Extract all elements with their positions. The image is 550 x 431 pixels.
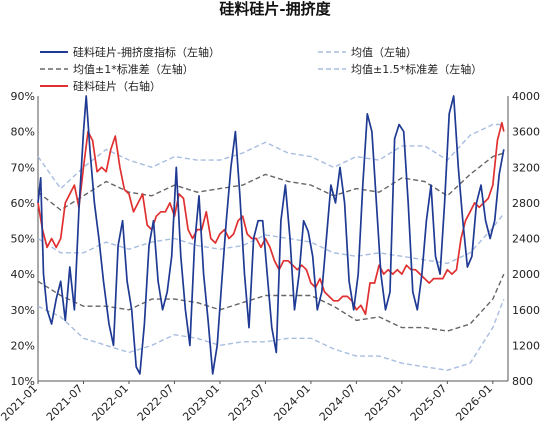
mean-plus-1-5sd-line	[37, 123, 504, 190]
y-left-tick-label: 50%	[11, 233, 35, 246]
y-right-tick-label: 800	[512, 375, 533, 388]
y-left-tick-label: 70%	[11, 161, 35, 174]
x-tick-label: 2024-07	[317, 382, 359, 424]
x-tick-label: 2021-07	[44, 382, 86, 424]
y-right-tick-label: 3200	[512, 161, 540, 174]
y-left-tick-label: 60%	[11, 197, 35, 210]
x-tick-label: 2022-07	[135, 382, 177, 424]
x-tick-label: 2023-07	[226, 382, 268, 424]
legend-label: 硅料硅片（右轴）	[73, 79, 161, 93]
y-right-tick-label: 2400	[512, 233, 540, 246]
x-tick-label: 2025-01	[362, 382, 404, 424]
y-right-tick-label: 4000	[512, 90, 540, 103]
y-right-tick-label: 2800	[512, 197, 540, 210]
x-tick-label: 2023-01	[180, 382, 222, 424]
x-tick-label: 2024-01	[271, 382, 313, 424]
y-left-tick-label: 10%	[11, 375, 35, 388]
x-tick-label: 2025-07	[408, 382, 450, 424]
x-tick-label: 2021-01	[0, 382, 40, 424]
crowding-line	[37, 95, 505, 375]
plot-area: 10% 20% 30% 40% 50% 60% 70% 80% 90% 800 1200 1600 20…	[0, 90, 540, 424]
chart-title: 硅料硅片-拥挤度	[219, 0, 331, 18]
y-left-tick-label: 40%	[11, 268, 35, 281]
x-tick-label: 2026-01	[453, 382, 495, 424]
mean-plus-1sd-line	[37, 152, 505, 211]
legend-label: 均值（左轴）	[351, 45, 417, 59]
legend-label: 硅料硅片-拥挤度指标（左轴）	[73, 45, 220, 59]
y-left-tick-label: 90%	[11, 90, 35, 103]
legend: 硅料硅片-拥挤度指标（左轴） 均值（左轴） 均值±1*标准差（左轴） 均值±1.5*标…	[40, 45, 482, 93]
y-left-tick-label: 30%	[11, 304, 35, 317]
legend-label: 均值±1.5*标准差（左轴）	[351, 62, 482, 76]
y-right-tick-label: 1200	[512, 339, 540, 352]
y-right-tick-label: 1600	[512, 304, 540, 317]
x-tick-label: 2022-01	[89, 382, 131, 424]
price-line	[37, 121, 505, 316]
y-right-tick-label: 2000	[512, 268, 540, 281]
y-left-tick-label: 20%	[11, 339, 35, 352]
y-right-tick-label: 3600	[512, 126, 540, 139]
legend-label: 均值±1*标准差（左轴）	[73, 62, 194, 76]
y-left-tick-label: 80%	[11, 126, 35, 139]
mean-line	[37, 213, 505, 265]
mean-minus-1sd-line	[37, 273, 505, 332]
